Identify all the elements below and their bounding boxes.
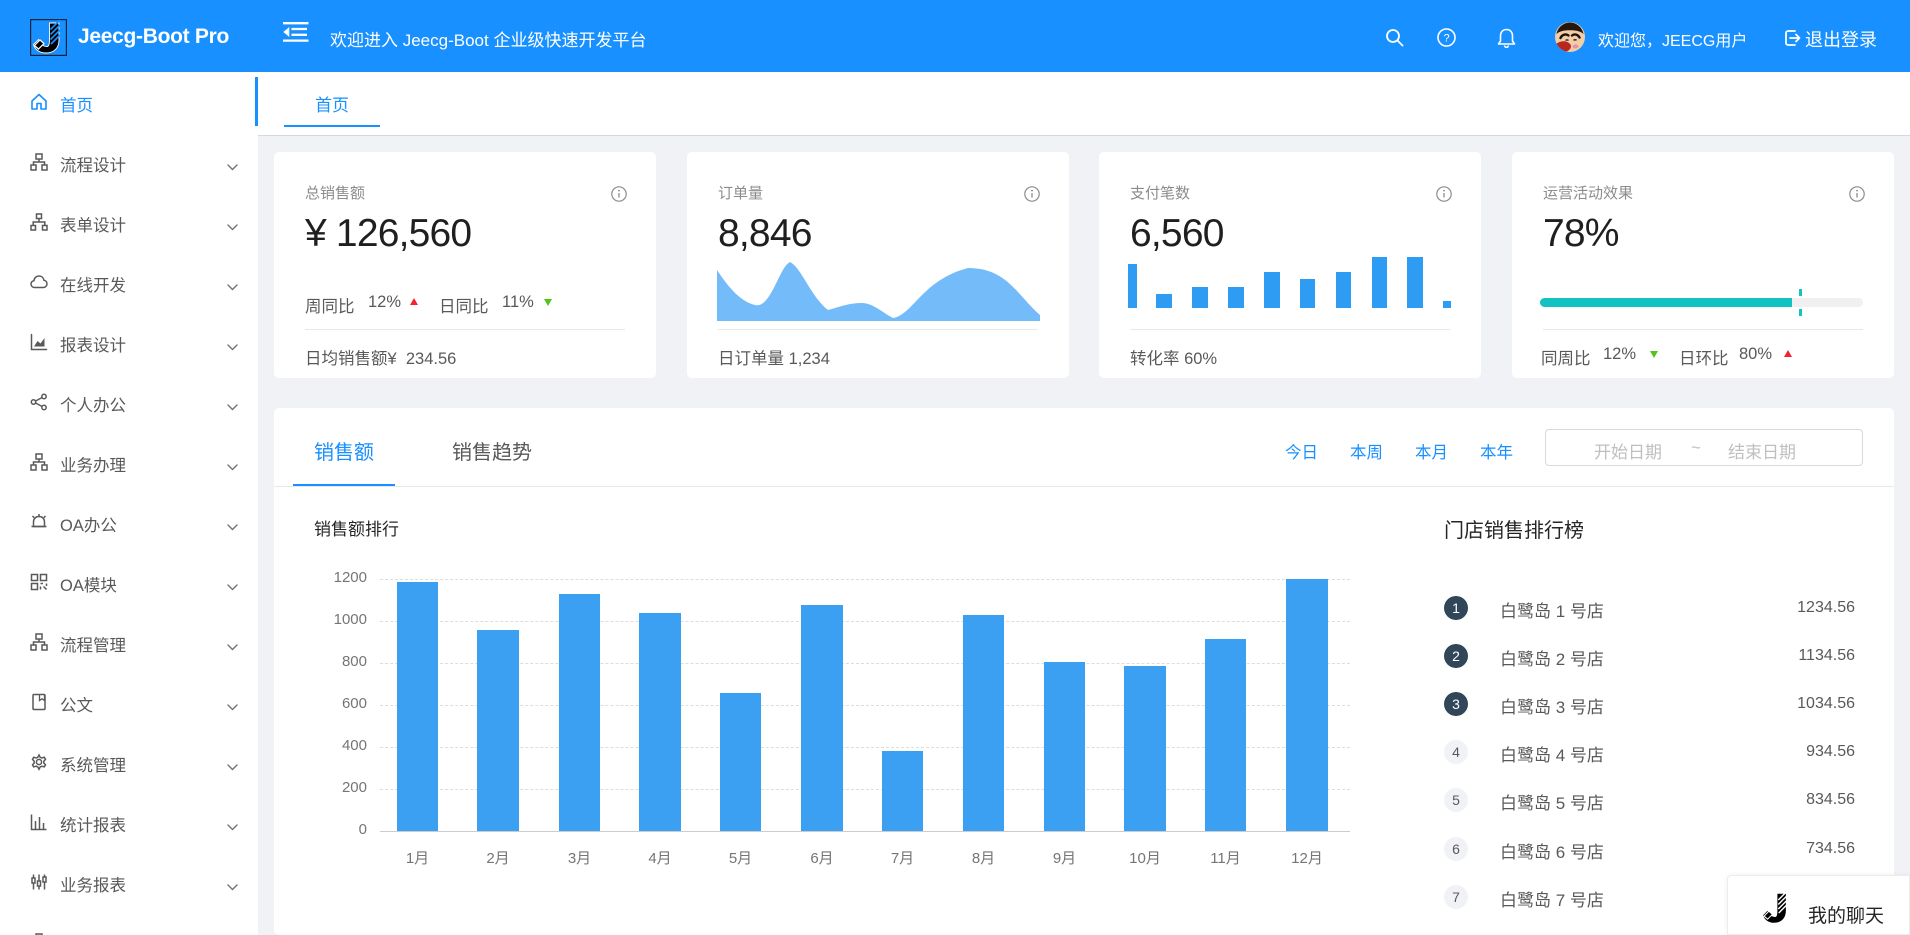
svg-text:?: ? — [1443, 33, 1449, 45]
